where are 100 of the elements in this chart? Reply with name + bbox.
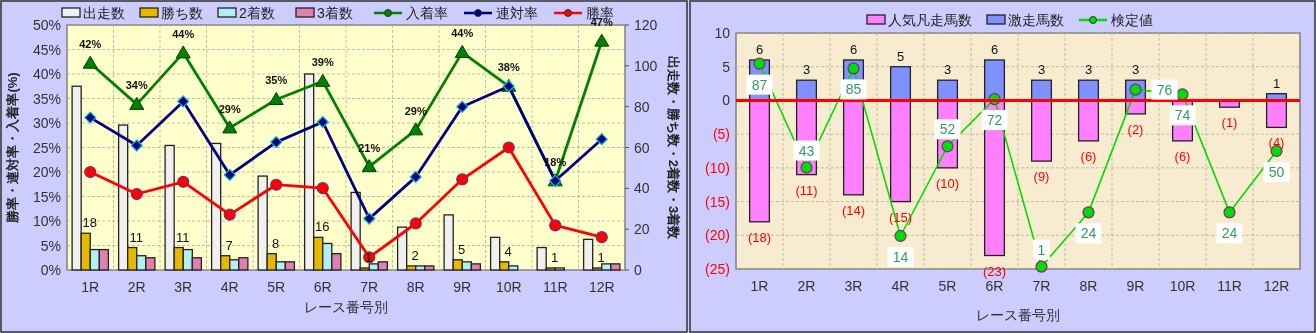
legend-label: 検定値 [1111, 12, 1153, 28]
data-label: (6) [1174, 148, 1191, 164]
data-label: 4 [504, 243, 512, 259]
data-label: 72 [986, 112, 1003, 129]
x-tick-label: 4R [891, 278, 910, 294]
y-tick-label: 35% [32, 90, 61, 107]
data-label: 44% [451, 27, 474, 40]
y-tick-label: 10% [32, 213, 61, 229]
y-tick-label: 0 [722, 92, 731, 109]
data-label: 14 [892, 248, 909, 265]
data-label: 24 [1080, 225, 1097, 242]
x-tick-label: 7R [360, 279, 379, 295]
y2-tick-label: 20 [634, 221, 650, 238]
y2-tick-label: 40 [634, 180, 650, 197]
y2-tick-label: 120 [634, 17, 658, 33]
legend-label: 入着率 [406, 5, 448, 21]
y-tick-label: 10 [714, 25, 731, 41]
y-tick-label: 20% [32, 164, 61, 180]
x-tick-label: 9R [1126, 278, 1145, 294]
y2-tick-label: 80 [634, 98, 650, 115]
y-tick-label: (20) [705, 227, 730, 244]
legend-label: 人気凡走馬数 [888, 12, 972, 28]
x-tick-label: 1R [81, 279, 100, 295]
data-label: 52 [939, 121, 956, 138]
x-tick-label: 4R [220, 279, 239, 295]
x-tick-label: 5R [267, 279, 286, 295]
data-label: 5 [458, 241, 466, 257]
x-tick-label: 2R [127, 279, 146, 295]
y-tick-label: 25% [32, 139, 61, 156]
data-label: 16 [314, 219, 330, 235]
x-tick-label: 6R [985, 278, 1004, 294]
y-tick-label: 0% [40, 262, 61, 278]
data-label: 3 [802, 62, 811, 78]
y-tick-label: (15) [705, 193, 730, 210]
data-label: 11 [129, 229, 143, 245]
y-axis-title: 勝率・連対率・入着率(%) [5, 72, 20, 224]
data-label: 35% [265, 74, 288, 87]
data-label: 3 [1037, 62, 1046, 78]
data-label: 1 [1037, 241, 1046, 258]
data-label: 3 [943, 62, 952, 78]
y-tick-label: 5 [722, 58, 731, 75]
data-label: 18 [82, 215, 97, 231]
data-label: 6 [849, 41, 858, 57]
data-label: (10) [935, 175, 960, 191]
data-label: 7 [225, 237, 233, 253]
data-label: 1 [551, 249, 559, 265]
data-label: (6) [1080, 148, 1097, 164]
y-tick-label: 5% [40, 237, 61, 254]
data-label: 29% [404, 104, 427, 117]
x-tick-label: 8R [1079, 278, 1098, 294]
x-tick-label: 12R [588, 279, 615, 295]
data-label: (2) [1127, 121, 1144, 137]
data-label: 1 [365, 249, 373, 265]
data-label: 87 [751, 76, 768, 93]
legend-label: 出走数 [83, 5, 125, 21]
legend-label: 激走馬数 [1008, 12, 1064, 28]
y-tick-label: (10) [705, 159, 730, 176]
data-label: 6 [755, 41, 764, 57]
data-label: 2 [411, 247, 419, 263]
x-tick-label: 3R [174, 279, 193, 295]
x-axis-title: レース番号別 [976, 307, 1060, 323]
data-label: 76 [1156, 81, 1173, 98]
data-label: 6 [990, 41, 999, 57]
x-tick-label: 8R [406, 279, 425, 295]
data-label: 42% [79, 38, 102, 51]
x-tick-label: 3R [844, 278, 863, 294]
y-tick-label: 50% [32, 17, 61, 33]
data-label: 29% [218, 102, 241, 115]
data-label: 8 [272, 235, 280, 251]
y2-tick-label: 100 [634, 57, 658, 74]
data-label: (11) [795, 182, 818, 198]
data-label: 85 [845, 81, 862, 98]
data-label: 1 [1272, 75, 1281, 91]
data-label: (9) [1033, 169, 1050, 185]
x-tick-label: 10R [1169, 278, 1196, 294]
x-axis-title: レース番号別 [304, 299, 388, 315]
y-tick-label: 15% [32, 188, 61, 205]
x-tick-label: 1R [750, 278, 769, 294]
legend-label: 2着数 [239, 5, 275, 21]
x-tick-label: 2R [797, 278, 816, 294]
x-tick-label: 5R [938, 278, 957, 294]
data-label: 1 [597, 249, 605, 265]
data-label: (14) [841, 202, 866, 218]
legend-label: 連対率 [496, 5, 538, 21]
y-tick-label: (5) [712, 126, 730, 143]
legend-label: 勝ち数 [161, 5, 203, 21]
x-tick-label: 6R [313, 279, 332, 295]
data-label: 43 [798, 142, 815, 159]
y2-tick-label: 60 [634, 139, 650, 156]
y2-axis-title: 出走数・勝ち数・2着数・3着数 [666, 55, 681, 241]
data-label: 24 [1221, 225, 1238, 242]
x-tick-label: 11R [1217, 278, 1242, 294]
data-label: (4) [1268, 135, 1285, 151]
data-label: 3 [1084, 62, 1093, 78]
data-label: 50 [1268, 164, 1285, 180]
y2-tick-label: 0 [634, 262, 642, 278]
y-tick-label: 40% [32, 66, 61, 82]
x-tick-label: 12R [1263, 278, 1290, 294]
data-label: 74 [1174, 107, 1191, 124]
y-tick-label: 30% [32, 115, 61, 131]
